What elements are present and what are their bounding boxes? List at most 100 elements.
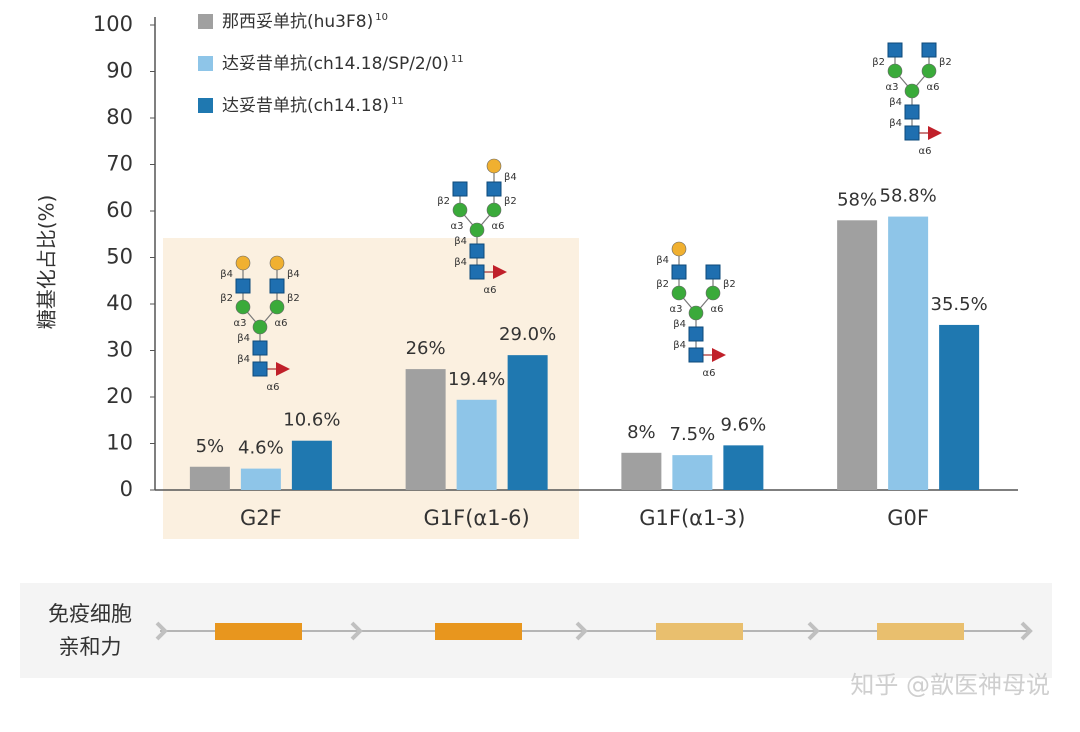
- chevrons: [155, 621, 1033, 641]
- glcnac: [269, 278, 285, 294]
- y-tick-label: 100: [93, 12, 133, 36]
- linkage-label: α6: [927, 82, 940, 93]
- linkage-label: β4: [287, 269, 300, 280]
- linkage-label: α6: [703, 368, 716, 379]
- glcnac: [921, 42, 937, 58]
- y-tick-label: 20: [106, 384, 133, 408]
- legend-label: 达妥昔单抗(ch14.18): [222, 96, 389, 116]
- linkage-label: α3: [451, 221, 464, 232]
- glcnac: [486, 181, 502, 197]
- linkage-label: β2: [287, 293, 300, 304]
- x-tick-label: G0F: [887, 506, 929, 530]
- linkage-label: β4: [237, 333, 250, 344]
- linkage-label: β4: [454, 257, 467, 268]
- bar: [291, 440, 332, 490]
- legend-swatch: [198, 14, 213, 29]
- linkage-label: β2: [437, 196, 450, 207]
- watermark: 知乎 @歆医神母说: [850, 671, 1050, 699]
- linkage-label: β4: [673, 340, 686, 351]
- value-label: 58%: [837, 189, 877, 210]
- value-label: 5%: [196, 436, 225, 457]
- linkage-label: β2: [220, 293, 233, 304]
- affinity-label: 亲和力: [59, 635, 122, 659]
- galactose: [269, 255, 285, 271]
- fucose: [712, 348, 726, 362]
- fucose: [928, 126, 942, 140]
- linkage-label: β4: [889, 118, 902, 129]
- y-tick-label: 50: [106, 245, 133, 269]
- affinity-bar: [877, 623, 964, 640]
- fucose: [276, 362, 290, 376]
- mannose: [921, 63, 937, 79]
- value-label: 8%: [627, 422, 656, 443]
- linkage-label: β4: [673, 319, 686, 330]
- value-label: 26%: [406, 338, 446, 359]
- legend-label: 那西妥单抗(hu3F8): [222, 12, 373, 32]
- x-tick-label: G1F(α1-3): [639, 506, 745, 530]
- linkage-label: β2: [872, 57, 885, 68]
- value-label: 29.0%: [499, 324, 556, 345]
- y-tick-label: 90: [106, 59, 133, 83]
- linkage-label: β4: [220, 269, 233, 280]
- linkage-label: α6: [919, 146, 932, 157]
- glcnac: [705, 264, 721, 280]
- linkage-label: β4: [504, 172, 517, 183]
- value-label: 58.8%: [880, 186, 937, 207]
- linkage-label: α6: [484, 285, 497, 296]
- linkage-label: β2: [656, 279, 669, 290]
- linkage-label: β2: [504, 196, 517, 207]
- glcnac: [671, 264, 687, 280]
- linkage-label: α3: [234, 318, 247, 329]
- mannose: [904, 83, 920, 99]
- linkage-label: β4: [656, 255, 669, 266]
- value-label: 7.5%: [670, 424, 716, 445]
- linkage-label: β4: [237, 354, 250, 365]
- linkage-label: β2: [939, 57, 952, 68]
- linkage-label: α6: [711, 304, 724, 315]
- legend-ref: 10: [375, 12, 388, 23]
- value-label: 4.6%: [238, 438, 284, 459]
- bar: [507, 355, 548, 490]
- value-label: 19.4%: [448, 369, 505, 390]
- x-tick-label: G1F(α1-6): [424, 506, 530, 530]
- y-tick-label: 0: [120, 477, 133, 501]
- bar: [240, 468, 281, 490]
- legend-swatch: [198, 98, 213, 113]
- affinity-bar: [215, 623, 302, 640]
- mannose: [235, 299, 251, 315]
- glcnac: [688, 326, 704, 342]
- mannose: [452, 202, 468, 218]
- legend-label: 达妥昔单抗(ch14.18/SP/2/0): [222, 54, 449, 74]
- linkage-label: β4: [454, 236, 467, 247]
- y-tick-label: 30: [106, 338, 133, 362]
- mannose: [671, 285, 687, 301]
- linkage-label: α6: [267, 382, 280, 393]
- y-tick-label: 40: [106, 291, 133, 315]
- affinity-label: 免疫细胞: [48, 602, 132, 626]
- bar: [621, 452, 662, 490]
- glcnac: [904, 125, 920, 141]
- glcnac: [452, 181, 468, 197]
- y-tick-label: 60: [106, 198, 133, 222]
- value-label: 35.5%: [931, 294, 988, 315]
- value-label: 10.6%: [283, 410, 340, 431]
- glcnac: [252, 340, 268, 356]
- bar: [837, 220, 878, 491]
- linkage-label: β4: [889, 97, 902, 108]
- y-axis-label: 糖基化占比(%): [35, 195, 59, 330]
- mannose: [469, 222, 485, 238]
- galactose: [486, 158, 502, 174]
- mannose: [252, 319, 268, 335]
- bar: [723, 445, 764, 490]
- linkage-label: α3: [886, 82, 899, 93]
- glcnac: [904, 104, 920, 120]
- affinity-bar: [656, 623, 743, 640]
- glcnac: [887, 42, 903, 58]
- glcnac: [469, 243, 485, 259]
- linkage-label: α6: [492, 221, 505, 232]
- y-tick-label: 10: [106, 431, 133, 455]
- legend-ref: 11: [391, 96, 404, 107]
- mannose: [705, 285, 721, 301]
- mannose: [486, 202, 502, 218]
- glcnac: [688, 347, 704, 363]
